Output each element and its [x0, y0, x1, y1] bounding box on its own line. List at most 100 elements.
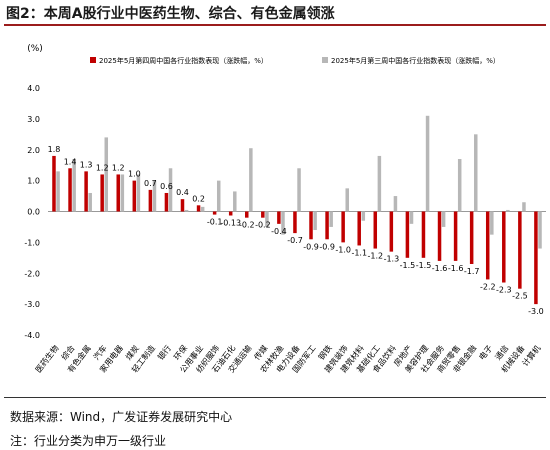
bar-prev-房地产	[409, 211, 414, 224]
data-label: 1.2	[96, 163, 109, 172]
footer-rule	[4, 397, 546, 398]
bar-prev-非银金融	[474, 134, 478, 212]
bars	[52, 115, 542, 305]
bar-汽车	[100, 174, 104, 212]
bar-prev-医药生物	[56, 171, 60, 212]
classification-note: 注：行业分类为申万一级行业	[10, 434, 167, 448]
bar-非银金融	[469, 211, 474, 264]
bar-银行	[164, 192, 169, 212]
bar-prev-银行	[168, 168, 173, 212]
bar-农林牧渔	[277, 211, 281, 224]
y-tick-label: 1.0	[27, 177, 40, 186]
y-tick-label: 2.0	[27, 146, 40, 155]
data-label: 1.8	[48, 145, 61, 154]
bar-传媒	[261, 211, 265, 218]
data-label: 1.0	[128, 170, 141, 179]
bar-prev-美容护理	[425, 115, 430, 212]
data-label: -1.7	[464, 267, 480, 276]
bar-chart: 2025年5月第四周中国各行业指数表现（涨跌幅，%） 2025年5月第三周中国各行…	[24, 44, 546, 374]
bar-prev-国防军工	[313, 211, 317, 231]
data-label: -1.2	[368, 252, 384, 261]
bar-环保	[180, 199, 185, 212]
bar-电力设备	[293, 211, 297, 234]
bar-prev-建筑材料	[361, 211, 366, 221]
data-label: 0.4	[176, 188, 189, 197]
y-tick-label: -4.0	[24, 331, 40, 340]
legend-label: 2025年5月第三周中国各行业指数表现（涨跌幅，%）	[331, 56, 500, 65]
bar-公用事业	[196, 205, 201, 212]
data-label: -2.5	[512, 292, 528, 301]
y-tick-label: 3.0	[27, 115, 40, 124]
bar-prev-轻工制造	[152, 180, 157, 212]
bar-家用电器	[116, 174, 120, 212]
legend-swatch	[90, 57, 96, 63]
legend-label: 2025年5月第四周中国各行业指数表现（涨跌幅，%）	[99, 56, 268, 65]
legend-swatch	[322, 57, 328, 63]
bar-prev-机械设备	[522, 202, 526, 212]
bar-建筑材料	[357, 211, 361, 246]
bar-prev-商贸零售	[457, 159, 462, 212]
data-label: -0.13	[220, 219, 241, 228]
category-label: 银行	[155, 343, 173, 362]
bar-建筑装饰	[341, 211, 345, 243]
bar-通信	[502, 211, 506, 283]
bar-prev-食品饮料	[393, 196, 398, 212]
data-label: -2.3	[496, 286, 512, 295]
bar-prev-电子	[490, 211, 494, 235]
chart-legend: 2025年5月第四周中国各行业指数表现（涨跌幅，%） 2025年5月第三周中国各行…	[90, 56, 500, 65]
bar-prev-交通运输	[249, 148, 253, 212]
bar-商贸零售	[453, 211, 458, 261]
category-label: 电子	[477, 343, 495, 362]
figure-title: 图2：本周A股行业中医药生物、综合、有色金属领涨	[6, 6, 335, 22]
data-label: -0.9	[319, 242, 335, 251]
bar-计算机	[534, 211, 538, 305]
bar-prev-基础化工	[377, 155, 382, 212]
data-label: -0.4	[271, 227, 287, 236]
bar-prev-煤炭	[136, 174, 141, 212]
bar-prev-计算机	[538, 211, 542, 249]
bar-prev-汽车	[104, 137, 109, 212]
bar-prev-农林牧渔	[281, 211, 285, 235]
data-label: -1.6	[448, 264, 464, 273]
y-tick-label: -2.0	[24, 269, 40, 278]
bar-prev-纺织服饰	[216, 180, 221, 212]
data-label: -1.3	[384, 255, 400, 264]
bar-煤炭	[132, 180, 137, 212]
bar-有色金属	[84, 171, 88, 212]
bar-prev-环保	[184, 209, 189, 212]
bar-交通运输	[245, 211, 249, 218]
bar-prev-传媒	[265, 211, 269, 227]
bar-prev-社会服务	[441, 211, 446, 227]
y-tick-label: -1.0	[24, 238, 40, 247]
data-label: 1.4	[64, 157, 77, 166]
bar-prev-通信	[506, 209, 510, 212]
data-label: -3.0	[528, 307, 544, 316]
bar-食品饮料	[389, 211, 394, 252]
bar-综合	[68, 168, 72, 212]
y-tick-label: -3.0	[24, 300, 40, 309]
data-label: -0.9	[303, 242, 319, 251]
bar-房地产	[405, 211, 410, 258]
y-axis-unit: (%)	[27, 44, 43, 54]
y-axis: 4.0 3.0 2.0 1.0 0.0 -1.0 -2.0 -3.0 -4.0	[24, 84, 546, 340]
bar-钢铁	[325, 211, 329, 240]
data-label: -1.0	[335, 245, 351, 254]
bar-电子	[485, 211, 490, 280]
bar-prev-综合	[72, 159, 76, 212]
bar-医药生物	[52, 155, 56, 212]
bar-机械设备	[518, 211, 522, 289]
bar-轻工制造	[148, 189, 153, 212]
bar-基础化工	[373, 211, 378, 249]
bar-prev-家用电器	[120, 174, 125, 212]
bar-社会服务	[437, 211, 442, 261]
data-labels: 1.81.4 1.3 1.2 1.21.00.7 0.60.40.2-0.1-0.13-…	[48, 145, 544, 316]
bar-纺织服饰	[212, 211, 217, 215]
data-label: 0.6	[160, 182, 173, 191]
data-label: 0.2	[192, 194, 205, 203]
bar-国防军工	[309, 211, 313, 240]
data-label: -1.1	[351, 248, 367, 257]
bar-prev-公用事业	[200, 206, 205, 212]
data-label: -0.1	[207, 218, 223, 227]
bar-prev-有色金属	[88, 192, 92, 212]
